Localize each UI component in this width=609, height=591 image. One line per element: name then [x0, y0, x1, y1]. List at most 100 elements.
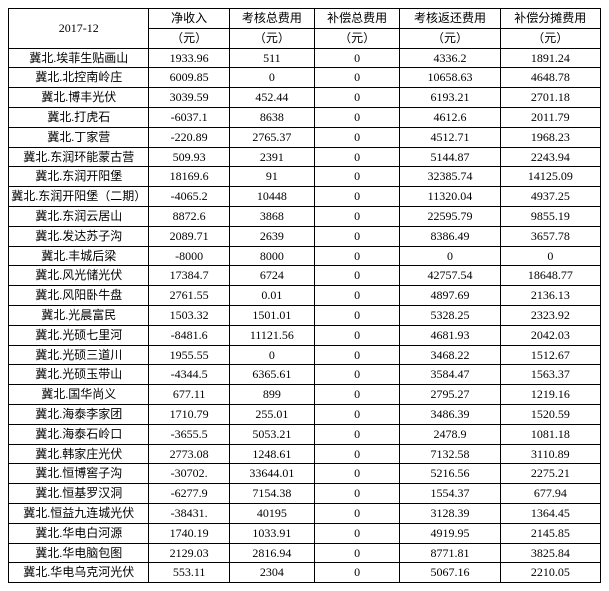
table-cell: 0 — [315, 88, 400, 108]
table-row: 冀北.北控南岭庄6009.850010658.634648.78 — [9, 68, 601, 88]
table-cell: 3584.47 — [400, 365, 500, 385]
table-cell: 2042.03 — [500, 325, 600, 345]
table-cell: 0 — [500, 246, 600, 266]
table-cell: 冀北.恒益九连城光伏 — [9, 503, 149, 523]
table-cell: 冀北.发达苏子沟 — [9, 226, 149, 246]
table-cell: 冀北.东润环能蒙古营 — [9, 147, 149, 167]
table-cell: 6365.61 — [229, 365, 314, 385]
table-cell: 2816.94 — [229, 543, 314, 563]
table-cell: 冀北.光硕玉带山 — [9, 365, 149, 385]
table-row: 冀北.光硕玉带山-4344.56365.6103584.471563.37 — [9, 365, 601, 385]
table-cell: 0 — [315, 107, 400, 127]
table-cell: 4937.25 — [500, 187, 600, 207]
table-cell: -6037.1 — [149, 107, 229, 127]
table-cell: 冀北.光硕三道川 — [9, 345, 149, 365]
table-cell: 冀北.光硕七里河 — [9, 325, 149, 345]
table-row: 冀北.东润云居山8872.63868022595.799855.19 — [9, 206, 601, 226]
table-cell: 255.01 — [229, 404, 314, 424]
table-cell: 0 — [315, 365, 400, 385]
table-row: 冀北.韩家庄光伏2773.081248.6107132.583110.89 — [9, 444, 601, 464]
table-cell: 2304 — [229, 563, 314, 583]
table-row: 冀北.恒基罗汉洞-6277.97154.3801554.37677.94 — [9, 484, 601, 504]
table-cell: 0 — [315, 563, 400, 583]
header-unit-2: （元） — [315, 28, 400, 48]
table-cell: 0 — [315, 48, 400, 68]
table-body: 冀北.埃菲生贴画山1933.9651104336.21891.24冀北.北控南岭… — [9, 48, 601, 583]
table-cell: 5053.21 — [229, 424, 314, 444]
table-cell: 2391 — [229, 147, 314, 167]
table-cell: 冀北.博丰光伏 — [9, 88, 149, 108]
table-cell: 18648.77 — [500, 266, 600, 286]
header-unit-4: （元） — [500, 28, 600, 48]
table-cell: 1710.79 — [149, 404, 229, 424]
table-cell: 0 — [315, 266, 400, 286]
table-cell: 冀北.埃菲生贴画山 — [9, 48, 149, 68]
table-cell: 11320.04 — [400, 187, 500, 207]
table-cell: 5328.25 — [400, 305, 500, 325]
table-cell: 1033.91 — [229, 523, 314, 543]
table-cell: -4344.5 — [149, 365, 229, 385]
table-cell: 6724 — [229, 266, 314, 286]
table-cell: 冀北.恒博窖子沟 — [9, 464, 149, 484]
table-row: 冀北.埃菲生贴画山1933.9651104336.21891.24 — [9, 48, 601, 68]
table-cell: 4919.95 — [400, 523, 500, 543]
table-cell: 1512.67 — [500, 345, 600, 365]
table-cell: 3110.89 — [500, 444, 600, 464]
table-cell: 1554.37 — [400, 484, 500, 504]
table-cell: 3657.78 — [500, 226, 600, 246]
table-cell: 1933.96 — [149, 48, 229, 68]
table-cell: 3486.39 — [400, 404, 500, 424]
table-cell: 0.01 — [229, 286, 314, 306]
table-cell: 冀北.国华尚义 — [9, 385, 149, 405]
table-cell: 18169.6 — [149, 167, 229, 187]
table-row: 冀北.光晨富民1503.321501.0105328.252323.92 — [9, 305, 601, 325]
table-cell: 0 — [315, 187, 400, 207]
table-cell: 2773.08 — [149, 444, 229, 464]
table-cell: 2275.21 — [500, 464, 600, 484]
table-cell: 4681.93 — [400, 325, 500, 345]
table-cell: 0 — [229, 345, 314, 365]
table-cell: 6193.21 — [400, 88, 500, 108]
header-col-4: 补偿分摊费用 — [500, 9, 600, 29]
table-cell: 3825.84 — [500, 543, 600, 563]
table-cell: 0 — [315, 385, 400, 405]
table-cell: 冀北.风光储光伏 — [9, 266, 149, 286]
table-cell: 1740.19 — [149, 523, 229, 543]
table-cell: 33644.01 — [229, 464, 314, 484]
table-row: 冀北.丰城后梁-80008000000 — [9, 246, 601, 266]
table-cell: 22595.79 — [400, 206, 500, 226]
table-cell: 7132.58 — [400, 444, 500, 464]
table-cell: 2761.55 — [149, 286, 229, 306]
table-cell: 511 — [229, 48, 314, 68]
table-cell: 4897.69 — [400, 286, 500, 306]
table-cell: 1081.18 — [500, 424, 600, 444]
header-col-2: 补偿总费用 — [315, 9, 400, 29]
table-cell: -8000 — [149, 246, 229, 266]
table-cell: 0 — [315, 127, 400, 147]
table-cell: 0 — [315, 305, 400, 325]
table-cell: 1955.55 — [149, 345, 229, 365]
table-cell: 2701.18 — [500, 88, 600, 108]
table-cell: 0 — [315, 503, 400, 523]
table-cell: 4648.78 — [500, 68, 600, 88]
table-cell: 6009.85 — [149, 68, 229, 88]
table-cell: 冀北.华电脑包图 — [9, 543, 149, 563]
table-row: 冀北.东润开阳堡（二期）-4065.210448011320.044937.25 — [9, 187, 601, 207]
table-cell: 2795.27 — [400, 385, 500, 405]
table-row: 冀北.东润开阳堡18169.691032385.7414125.09 — [9, 167, 601, 187]
table-cell: 2210.05 — [500, 563, 600, 583]
table-cell: 0 — [315, 167, 400, 187]
table-cell: 冀北.东润云居山 — [9, 206, 149, 226]
table-cell: 2089.71 — [149, 226, 229, 246]
table-cell: 5144.87 — [400, 147, 500, 167]
table-cell: -8481.6 — [149, 325, 229, 345]
table-cell: 冀北.东润开阳堡 — [9, 167, 149, 187]
header-col-3: 考核返还费用 — [400, 9, 500, 29]
table-cell: 冀北.风阳卧牛盘 — [9, 286, 149, 306]
table-cell: 0 — [315, 147, 400, 167]
table-row: 冀北.风阳卧牛盘2761.550.0104897.692136.13 — [9, 286, 601, 306]
table-cell: -220.89 — [149, 127, 229, 147]
table-cell: 2011.79 — [500, 107, 600, 127]
table-row: 冀北.恒博窖子沟-30702.33644.0105216.562275.21 — [9, 464, 601, 484]
table-row: 冀北.恒益九连城光伏-38431.4019503128.391364.45 — [9, 503, 601, 523]
